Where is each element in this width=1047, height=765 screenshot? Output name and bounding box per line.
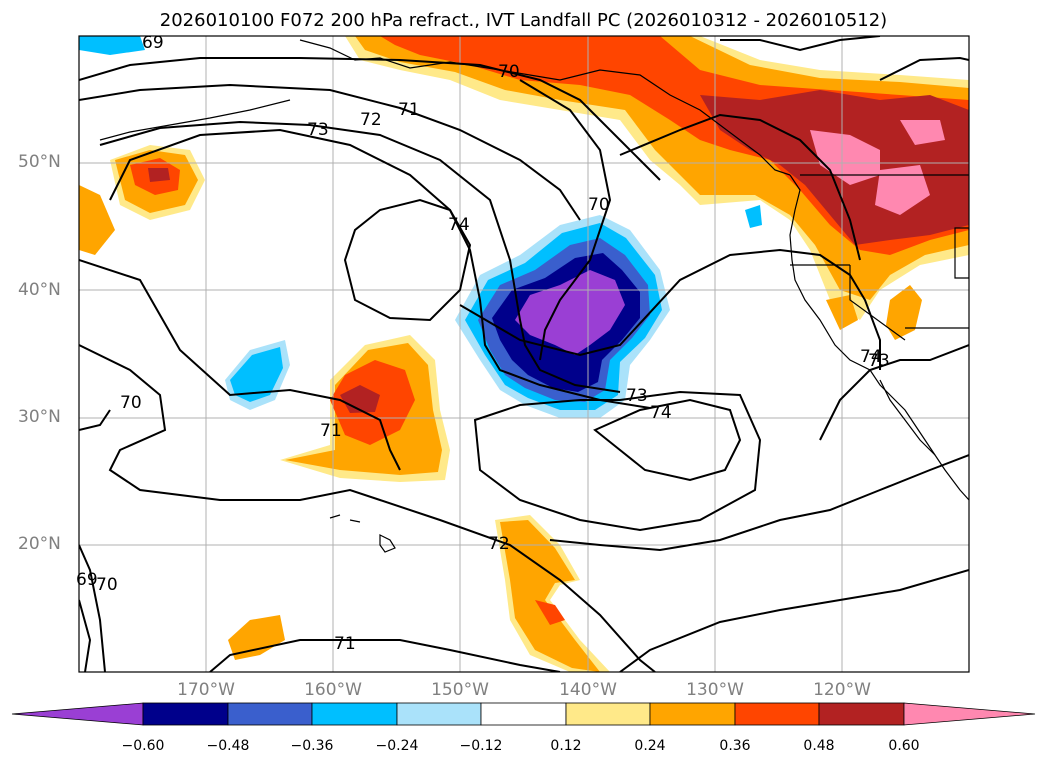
positive-anomaly-west: [79, 185, 115, 255]
contour-label: 73: [868, 351, 890, 371]
contour-line: [79, 83, 581, 221]
contour-label: 71: [334, 634, 356, 654]
contour-line: [209, 639, 561, 672]
positive-anomaly-south: [228, 615, 285, 660]
contour-line: [79, 599, 92, 672]
contour-label: 70: [588, 195, 610, 215]
positive-anomaly-south: [500, 520, 600, 672]
contour-label: 69: [142, 33, 164, 53]
lat-label: 50°N: [18, 152, 61, 172]
contours: [79, 36, 969, 672]
contour-label: 72: [360, 110, 382, 130]
contour-labels: 69 71 72 73 74 70 70 74 73 74 71 72 73 7…: [76, 33, 890, 654]
lat-label: 20°N: [18, 534, 61, 554]
contour-line: [343, 198, 472, 322]
contour-line: [879, 56, 969, 81]
colorbar-bin: [311, 702, 398, 726]
colorbar-tick-label: −0.60: [121, 738, 165, 754]
state-border: [954, 227, 969, 279]
colorbar-tick-label: 0.48: [803, 738, 835, 754]
contour-line: [619, 113, 861, 261]
contour-label: 71: [398, 100, 420, 120]
negative-anomaly-coast: [745, 205, 762, 228]
contour-line: [473, 390, 762, 532]
contour-line: [549, 454, 969, 552]
lon-label: 150°W: [431, 680, 489, 700]
colorbar-bin: [227, 702, 313, 726]
contour-line: [79, 344, 656, 672]
positive-anomaly-coast: [886, 285, 922, 340]
colorbar-tick-label: 0.24: [634, 738, 666, 754]
colorbar-bin: [649, 702, 736, 726]
colorbar-tick-label: 0.36: [719, 738, 751, 754]
colorbar-bin: [480, 702, 567, 726]
contour-line: [593, 398, 742, 482]
colorbar-bin: [142, 702, 229, 726]
contour-label: 70: [498, 62, 520, 82]
coastline-baja: [879, 379, 936, 456]
contour-label: 70: [120, 393, 142, 413]
positive-anomaly-north: [810, 130, 880, 185]
lon-label: 160°W: [304, 680, 362, 700]
shaded-field: [79, 36, 969, 672]
contour-line: [79, 259, 401, 471]
coastline-aleutians: [99, 99, 291, 141]
map-frame: [78, 35, 970, 673]
positive-anomaly-west: [148, 168, 170, 182]
contour-label: 69: [76, 570, 98, 590]
contour-line: [99, 120, 621, 393]
contour-label: 73: [307, 120, 329, 140]
colorbar-bin: [396, 702, 482, 726]
positive-anomaly-north: [900, 120, 945, 145]
positive-anomaly-south: [535, 600, 565, 625]
colorbar-tick-label: −0.12: [459, 738, 503, 754]
contour-line: [619, 569, 969, 672]
contour-line: [819, 344, 969, 441]
lon-label: 140°W: [559, 680, 617, 700]
contour-line: [79, 409, 111, 431]
map-title: 2026010100 F072 200 hPa refract., IVT La…: [159, 10, 888, 31]
contour-line: [79, 57, 661, 181]
contour-label: 73: [626, 386, 648, 406]
lat-label: 30°N: [18, 407, 61, 427]
contour-line: [720, 36, 881, 52]
colorbar-tick-label: −0.48: [206, 738, 250, 754]
colorbar-bin: [818, 702, 905, 726]
lon-label: 120°W: [813, 680, 871, 700]
lon-label: 130°W: [686, 680, 744, 700]
contour-label: 74: [860, 347, 882, 367]
colorbar-bin: [734, 702, 820, 726]
negative-anomaly-central: [515, 270, 625, 355]
colorbar-tick-label: −0.24: [375, 738, 419, 754]
coastline-hawaii: [329, 514, 396, 553]
contour-line: [79, 544, 106, 672]
negative-anomaly-west: [79, 36, 145, 55]
colorbar-tick-label: 0.12: [550, 738, 582, 754]
contour-line: [109, 128, 651, 409]
colorbar-bin: [565, 702, 651, 726]
contour-label: 74: [650, 403, 672, 423]
contour-label: 70: [96, 575, 118, 595]
lon-label: 170°W: [177, 680, 235, 700]
colorbar-extend-low: [11, 702, 144, 726]
colorbar-tick-label: −0.36: [290, 738, 334, 754]
negative-anomaly-west: [230, 347, 283, 402]
contour-label: 71: [320, 421, 342, 441]
contour-line: [519, 79, 612, 361]
colorbar-extend-high: [903, 702, 1036, 726]
colorbar-tick-label: 0.60: [888, 738, 920, 754]
contour-line: [459, 248, 881, 370]
positive-anomaly-north: [875, 165, 930, 215]
colorbar: [11, 702, 1036, 726]
contour-label: 74: [448, 215, 470, 235]
contour-label: 72: [488, 534, 510, 554]
lat-label: 40°N: [18, 280, 61, 300]
